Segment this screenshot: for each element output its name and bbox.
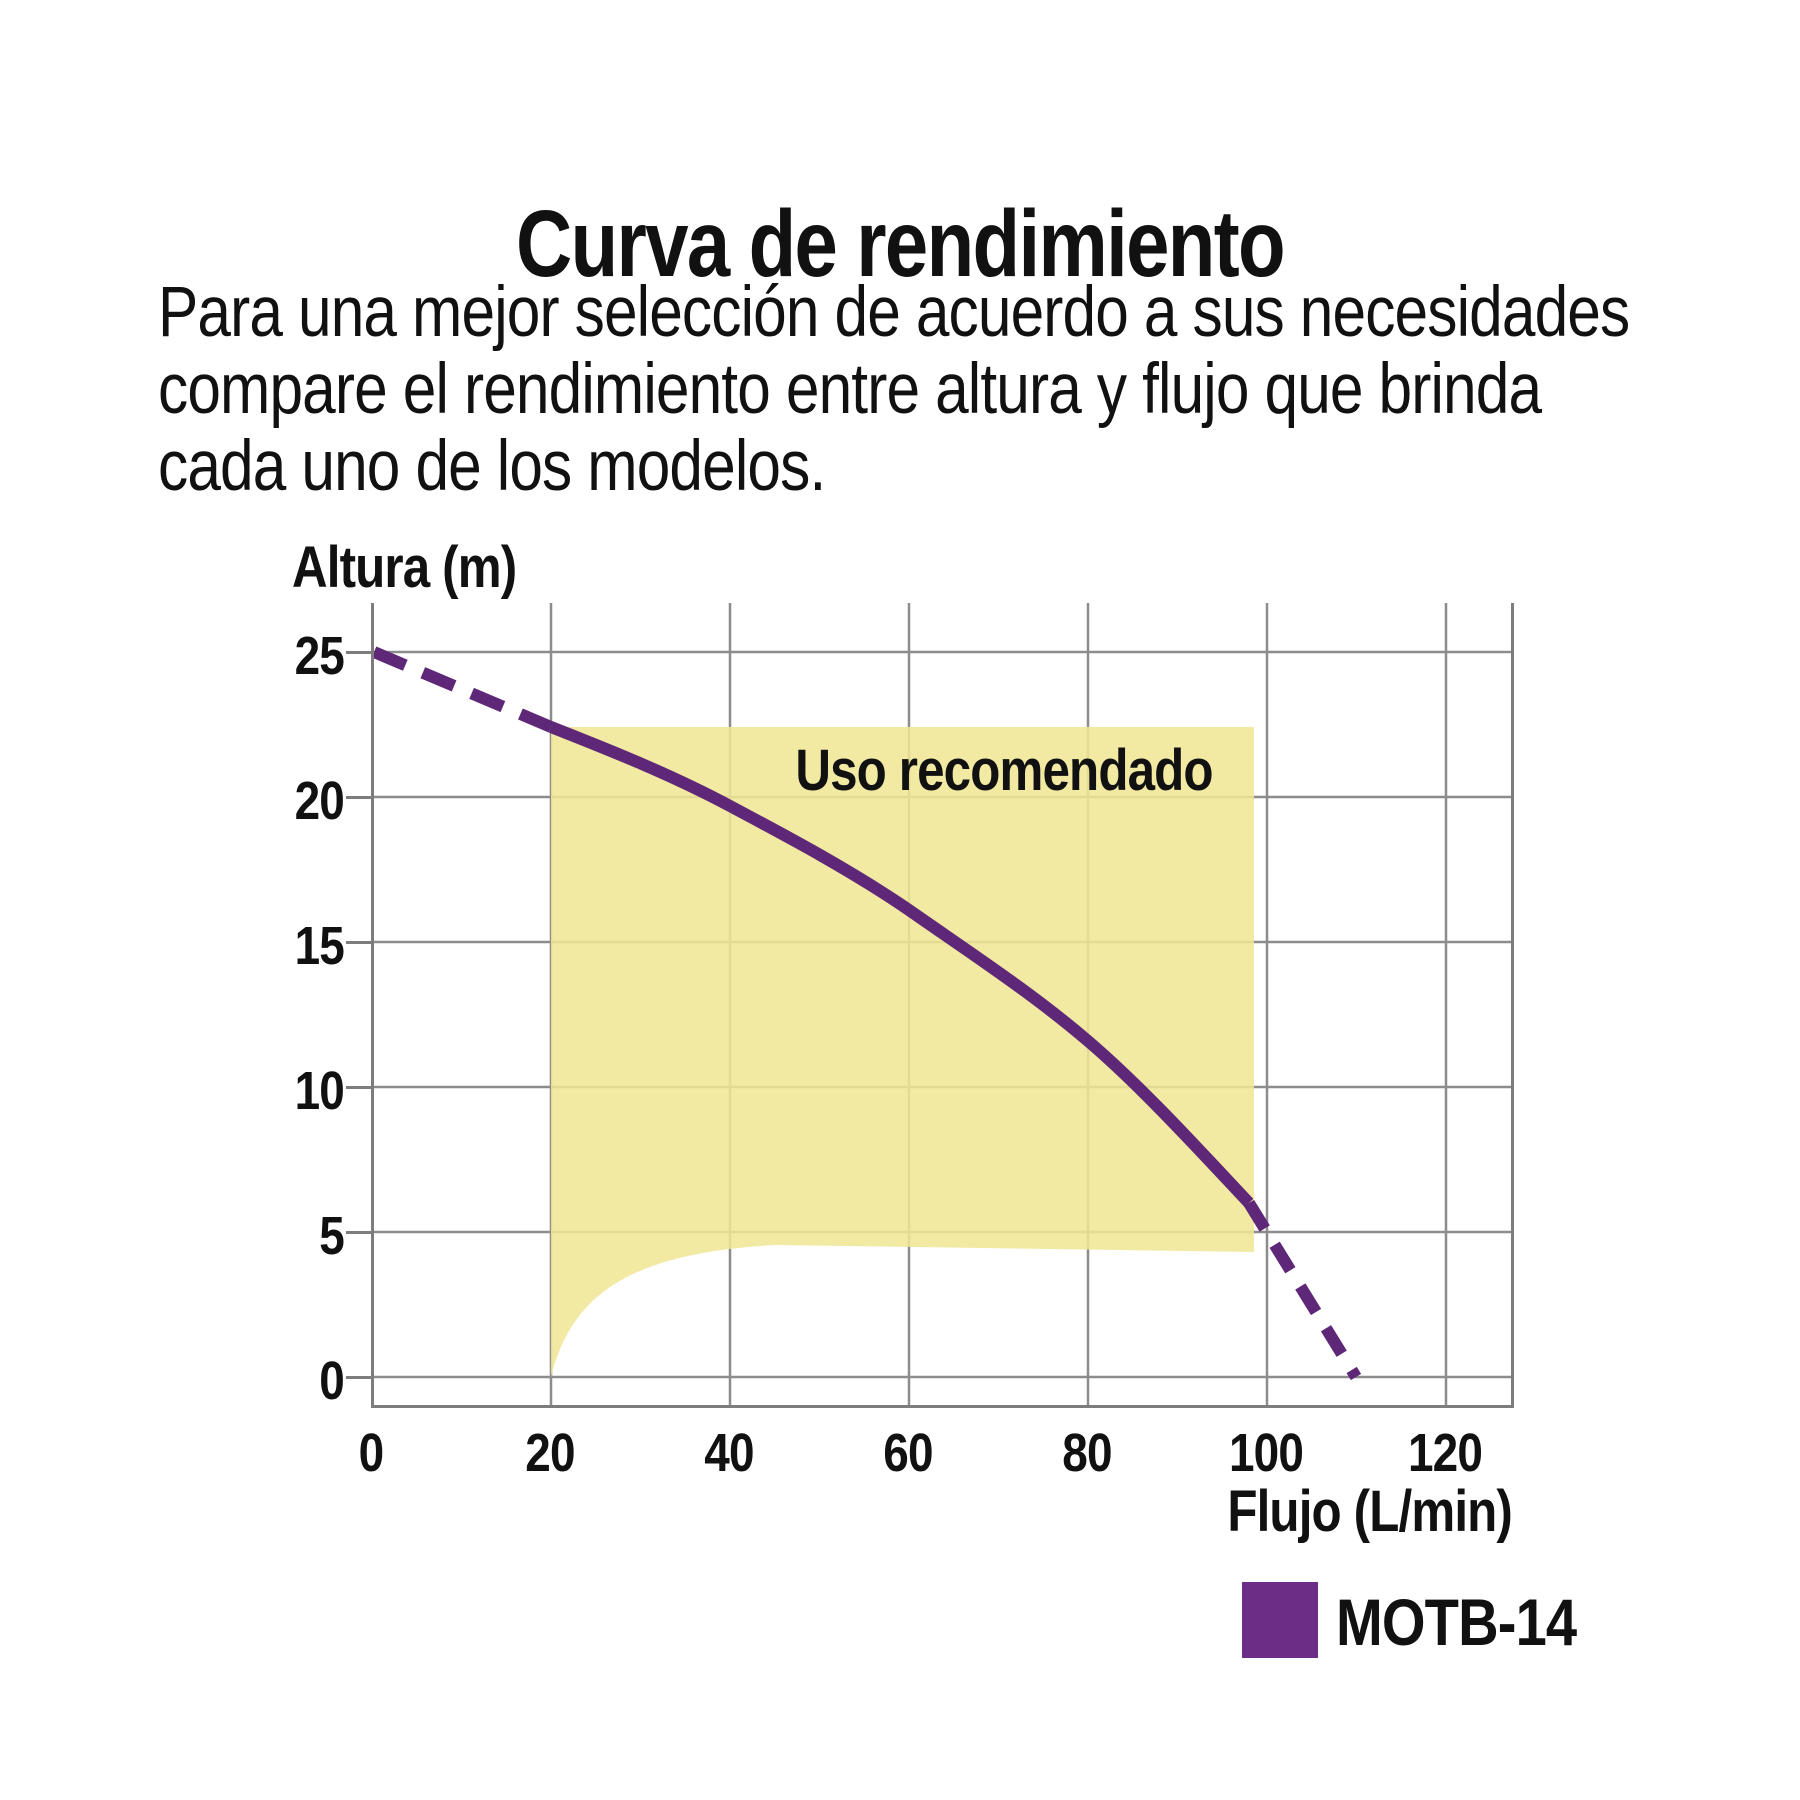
y-tick-label-20: 20	[294, 771, 345, 831]
y-tick-label-10: 10	[294, 1061, 345, 1121]
legend-color-square	[1242, 1582, 1318, 1658]
performance-curve-plot	[374, 603, 1511, 1405]
page-title: Curva de rendimiento	[515, 190, 1286, 297]
curve-dashed-tail	[1243, 1199, 1362, 1381]
y-tickmark-20	[346, 796, 372, 799]
intro-paragraph: Para una mejor selección de acuerdo a su…	[158, 274, 1680, 505]
intro-line-3: cada uno de los modelos.	[158, 427, 826, 506]
x-tick-label-40: 40	[704, 1423, 754, 1483]
chart-plot-area: Uso recomendado	[371, 603, 1514, 1408]
y-axis-title: Altura (m)	[292, 535, 517, 600]
y-tickmark-25	[346, 651, 372, 654]
recommended-use-label: Uso recomendado	[795, 738, 1213, 803]
y-tick-label-15: 15	[294, 916, 345, 976]
intro-line-2: compare el rendimiento entre altura y fl…	[158, 350, 1542, 429]
x-tick-label-20: 20	[525, 1423, 575, 1483]
x-tick-label-0: 0	[358, 1423, 385, 1483]
curve-solid	[548, 721, 1254, 1208]
y-tickmark-15	[346, 941, 372, 944]
y-tickmark-5	[346, 1231, 372, 1234]
x-tick-label-100: 100	[1228, 1423, 1304, 1483]
x-axis-title: Flujo (L/min)	[1227, 1479, 1513, 1544]
curve-dashed-head	[374, 646, 554, 733]
legend-label: MOTB-14	[1336, 1585, 1577, 1659]
legend-swatch	[1242, 1582, 1318, 1658]
y-tick-label-0: 0	[319, 1351, 345, 1411]
x-tick-label-80: 80	[1062, 1423, 1112, 1483]
y-tickmark-0	[346, 1376, 372, 1379]
x-tick-label-120: 120	[1407, 1423, 1483, 1483]
recommended-use-region	[551, 727, 1254, 1377]
y-tick-label-5: 5	[319, 1206, 345, 1266]
intro-line-1: Para una mejor selección de acuerdo a su…	[158, 273, 1630, 352]
x-tick-label-60: 60	[883, 1423, 933, 1483]
y-tick-label-25: 25	[294, 626, 345, 686]
y-tickmark-10	[346, 1086, 372, 1089]
